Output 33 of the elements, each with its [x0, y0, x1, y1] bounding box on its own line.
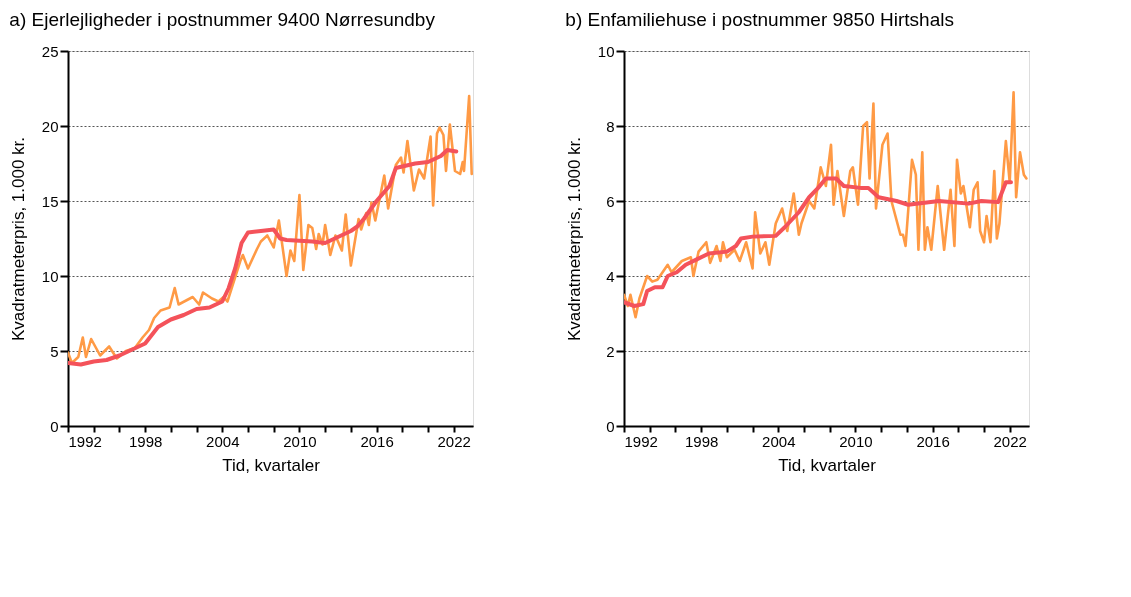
y-tick-label: 5	[50, 342, 59, 360]
y-tick-label: 6	[606, 192, 615, 210]
x-tick-label: 2022	[993, 432, 1027, 450]
y-tick-label: 10	[597, 42, 615, 60]
y-tick-label: 2	[606, 342, 615, 360]
x-tick-label: 1998	[128, 432, 163, 450]
y-axis-title: Kvadratmeterpris, 1.000 kr.	[8, 136, 28, 342]
y-tick-label: 25	[41, 42, 59, 60]
line-series	[624, 176, 1013, 308]
line-series	[624, 90, 1028, 319]
x-axis-title: Tid, kvartaler	[222, 455, 321, 475]
y-tick-label: 15	[41, 192, 59, 210]
x-tick-label: 2010	[839, 432, 873, 450]
x-tick-label: 1998	[684, 432, 719, 450]
y-tick-label: 8	[606, 117, 615, 135]
chart-title: a) Ejerlejligheder i postnummer 9400 Nørresundby	[9, 9, 436, 30]
x-tick-label: 1992	[624, 432, 658, 450]
y-tick-label: 20	[41, 117, 59, 135]
x-tick-label: 2004	[206, 432, 240, 450]
y-tick-label: 10	[41, 267, 59, 285]
y-tick-label: 0	[50, 417, 59, 435]
y-tick-label: 4	[606, 267, 615, 285]
line-series	[68, 148, 459, 367]
x-tick-label: 2010	[283, 432, 317, 450]
x-tick-label: 2022	[437, 432, 471, 450]
y-tick-label: 0	[606, 417, 615, 435]
x-tick-label: 2004	[762, 432, 796, 450]
y-axis-title: Kvadratmeterpris, 1.000 kr.	[564, 136, 584, 342]
x-tick-label: 1992	[68, 432, 102, 450]
chart-title: b) Enfamiliehuse i postnummer 9850 Hirtshals	[565, 9, 954, 30]
x-axis-title: Tid, kvartaler	[778, 455, 877, 475]
x-tick-label: 2016	[916, 432, 950, 450]
x-tick-label: 2016	[360, 432, 394, 450]
